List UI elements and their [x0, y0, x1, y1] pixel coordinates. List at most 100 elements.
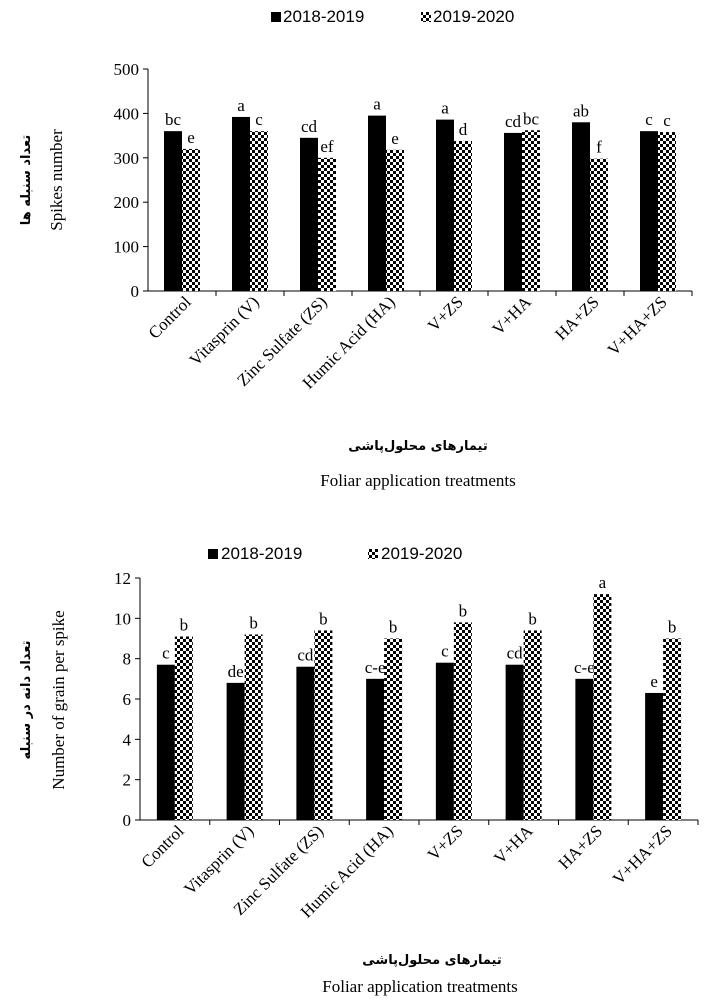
- bar-series-2: [522, 130, 540, 291]
- y-tick-label: 200: [114, 193, 140, 212]
- bar-series-2: [523, 630, 542, 820]
- bar-series-1: [226, 682, 245, 820]
- significance-label: f: [596, 138, 602, 157]
- y-axis-title-fa: تعداد دانه در سنبله: [19, 640, 34, 759]
- bar-series-2: [182, 148, 200, 291]
- x-axis-title-fa: تیمارهای محلول‌پاشی: [348, 439, 487, 454]
- y-tick-label: 2: [123, 771, 132, 790]
- category-label: HA+ZS: [555, 821, 607, 873]
- category-label: V+HA: [490, 821, 537, 868]
- category-label: Vitasprin (V): [180, 821, 257, 898]
- significance-label: d: [459, 120, 468, 139]
- y-tick-label: 4: [123, 730, 132, 749]
- significance-label: e: [650, 672, 658, 691]
- legend: 2018-2019 2019-2020: [271, 7, 514, 26]
- bar-series-1: [505, 664, 524, 820]
- significance-label: c-e: [365, 658, 386, 677]
- category-label: V+HA+ZS: [604, 292, 671, 359]
- y-tick-label: 400: [114, 104, 140, 123]
- y-tick-label: 10: [114, 609, 131, 628]
- y-tick-label: 100: [114, 238, 140, 257]
- significance-label: b: [389, 618, 398, 637]
- significance-label: a: [237, 96, 245, 115]
- bar-series-1: [435, 662, 454, 820]
- y-axis-title-fa: تعداد سنبله ها: [19, 135, 34, 225]
- bar-series-1: [366, 678, 385, 820]
- bar-series-1: [296, 666, 315, 820]
- legend-swatch-series-2: [421, 12, 431, 22]
- legend-swatch-series-2: [368, 549, 378, 559]
- significance-label: b: [528, 609, 537, 628]
- y-tick-label: 6: [123, 690, 132, 709]
- y-tick-label: 8: [123, 650, 132, 669]
- significance-label: e: [391, 129, 399, 148]
- category-label: Control: [138, 821, 188, 871]
- y-tick-label: 300: [114, 149, 140, 168]
- bar-series-2: [244, 634, 263, 820]
- significance-label: de: [228, 662, 244, 681]
- significance-label: c: [441, 642, 449, 661]
- y-tick-label: 0: [123, 811, 132, 830]
- category-label: HA+ZS: [551, 292, 603, 344]
- significance-label: cd: [297, 646, 314, 665]
- chart-spikes-number: 2018-2019 2019-2020 تعداد سنبله ها Spike…: [19, 7, 693, 490]
- bar-series-1: [164, 131, 182, 291]
- bar-series-1: [232, 116, 250, 292]
- bar-series-2: [453, 622, 472, 820]
- significance-label: c: [162, 644, 170, 663]
- category-label: V+HA: [489, 292, 536, 339]
- significance-label: b: [249, 613, 258, 632]
- significance-label: c: [663, 111, 671, 130]
- significance-label: cd: [505, 112, 522, 131]
- significance-label: bc: [165, 110, 182, 129]
- bar-series-1: [575, 678, 594, 820]
- x-axis-title: Foliar application treatments: [320, 471, 515, 490]
- bar-series-2: [314, 630, 333, 820]
- bar-series-1: [300, 137, 318, 291]
- significance-label: cd: [301, 117, 318, 136]
- legend-swatch-series-1: [271, 12, 281, 22]
- bar-series-2: [454, 140, 472, 291]
- bar-series-2: [386, 149, 404, 291]
- bar-series-1: [645, 692, 664, 820]
- bar-series-2: [384, 638, 403, 820]
- legend-swatch-series-1: [208, 549, 218, 559]
- significance-label: c: [645, 110, 653, 129]
- significance-label: b: [668, 618, 677, 637]
- bar-series-2: [174, 636, 193, 820]
- significance-label: c-e: [574, 658, 595, 677]
- y-tick-label: 0: [131, 282, 140, 301]
- bar-series-2: [658, 132, 676, 291]
- legend-label-series-1: 2018-2019: [283, 7, 364, 26]
- bar-series-1: [156, 664, 175, 820]
- bar-series-2: [590, 158, 608, 291]
- y-axis-title: Number of grain per spike: [49, 610, 68, 789]
- y-tick-label: 500: [114, 60, 140, 79]
- significance-label: c: [255, 110, 263, 129]
- category-label: V+HA+ZS: [609, 821, 676, 888]
- significance-label: ab: [573, 101, 589, 120]
- significance-label: a: [373, 95, 381, 114]
- bar-series-1: [368, 115, 386, 292]
- bar-series-2: [663, 638, 682, 820]
- bar-series-1: [572, 122, 590, 291]
- y-axis-title: Spikes number: [47, 129, 66, 231]
- significance-label: a: [441, 99, 449, 118]
- legend-label-series-2: 2019-2020: [433, 7, 514, 26]
- bar-series-2: [593, 594, 612, 820]
- legend-label-series-1: 2018-2019: [221, 544, 302, 563]
- significance-label: bc: [523, 109, 540, 128]
- legend: 2018-2019 2019-2020: [208, 544, 462, 563]
- y-tick-label: 12: [114, 569, 131, 588]
- significance-label: b: [459, 601, 468, 620]
- significance-label: e: [187, 128, 195, 147]
- bar-series-1: [640, 131, 658, 291]
- bar-series-1: [436, 119, 454, 291]
- bar-series-2: [250, 131, 268, 291]
- legend-label-series-2: 2019-2020: [381, 544, 462, 563]
- category-label: Control: [145, 292, 195, 342]
- significance-label: b: [180, 615, 189, 634]
- x-axis-title-fa: تیمارهای محلول‌پاشی: [362, 953, 501, 968]
